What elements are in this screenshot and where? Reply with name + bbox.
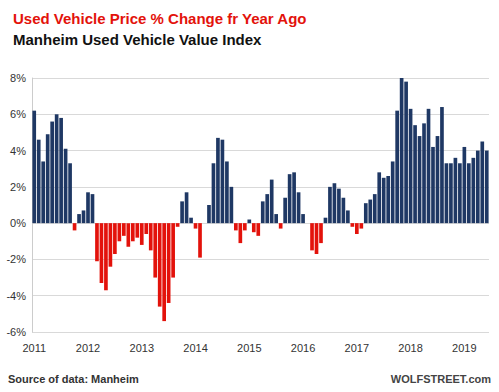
svg-text:4%: 4%: [10, 145, 26, 157]
svg-text:6%: 6%: [10, 108, 26, 120]
svg-text:Manheim Used Vehicle Value Ind: Manheim Used Vehicle Value Index: [13, 31, 262, 48]
svg-text:2018: 2018: [398, 342, 422, 354]
svg-text:8%: 8%: [10, 72, 26, 84]
svg-text:2011: 2011: [22, 342, 46, 354]
svg-text:-6%: -6%: [6, 326, 26, 338]
svg-text:Used Vehicle Price % Change fr: Used Vehicle Price % Change fr Year Ago: [13, 10, 306, 27]
svg-text:2016: 2016: [291, 342, 315, 354]
svg-text:2013: 2013: [130, 342, 154, 354]
svg-text:Source of data: Manheim: Source of data: Manheim: [8, 373, 139, 385]
svg-text:2014: 2014: [183, 342, 207, 354]
svg-text:2%: 2%: [10, 181, 26, 193]
svg-text:2012: 2012: [76, 342, 100, 354]
svg-text:0%: 0%: [10, 217, 26, 229]
svg-text:2017: 2017: [345, 342, 369, 354]
svg-text:WOLFSTREET.com: WOLFSTREET.com: [391, 373, 491, 385]
svg-text:-2%: -2%: [6, 253, 26, 265]
svg-text:2015: 2015: [237, 342, 261, 354]
svg-text:2019: 2019: [452, 342, 476, 354]
svg-text:-4%: -4%: [6, 290, 26, 302]
